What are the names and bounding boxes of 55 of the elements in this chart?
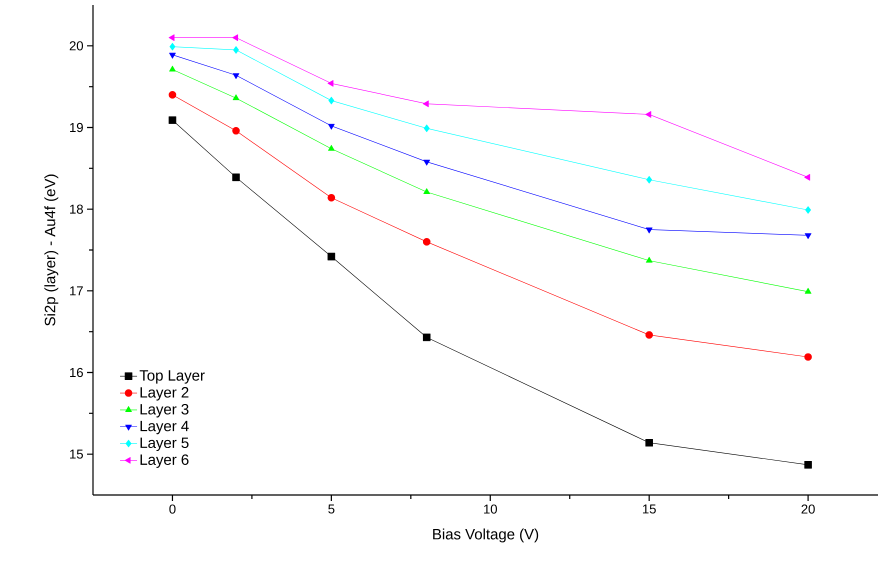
point bbox=[169, 52, 176, 59]
y-tick-label: 17 bbox=[70, 286, 83, 296]
point bbox=[646, 256, 653, 263]
point bbox=[170, 42, 176, 50]
point bbox=[168, 116, 176, 124]
point bbox=[328, 144, 335, 151]
point bbox=[168, 91, 176, 99]
legend-label: Layer 5 bbox=[140, 438, 189, 452]
legend-label: Layer 4 bbox=[140, 420, 189, 434]
point bbox=[232, 94, 240, 100]
legend-label: Top Layer bbox=[140, 370, 205, 384]
y-tick-label: 19 bbox=[70, 122, 83, 132]
x-tick-label: 0 bbox=[169, 504, 176, 514]
point bbox=[232, 73, 240, 80]
point bbox=[232, 34, 238, 41]
x-axis-title: Bias Voltage (V) bbox=[433, 528, 538, 542]
point bbox=[233, 46, 239, 54]
point bbox=[804, 233, 812, 240]
y-tick-label: 16 bbox=[70, 368, 83, 378]
point bbox=[328, 80, 334, 87]
point bbox=[328, 124, 335, 130]
y-tick-label: 18 bbox=[70, 204, 83, 214]
point bbox=[422, 100, 429, 108]
point bbox=[232, 126, 240, 135]
point bbox=[804, 288, 812, 294]
point bbox=[645, 438, 653, 447]
point bbox=[423, 188, 430, 194]
point bbox=[423, 160, 430, 166]
x-tick-label: 5 bbox=[328, 504, 334, 514]
y-tick-label: 15 bbox=[70, 450, 83, 459]
point bbox=[645, 111, 652, 118]
legend-label: Layer 6 bbox=[140, 454, 189, 468]
point bbox=[805, 206, 812, 214]
point bbox=[804, 174, 810, 181]
point bbox=[232, 174, 240, 182]
legend-label: Layer 2 bbox=[140, 387, 188, 401]
x-tick-label: 20 bbox=[802, 504, 815, 514]
point bbox=[422, 238, 430, 246]
point bbox=[168, 34, 174, 41]
point bbox=[169, 66, 176, 72]
point bbox=[424, 124, 430, 132]
point bbox=[328, 96, 334, 104]
y-tick-label: 20 bbox=[70, 41, 83, 50]
point bbox=[646, 176, 652, 184]
point bbox=[645, 331, 653, 339]
x-tick-label: 15 bbox=[642, 504, 656, 514]
point bbox=[328, 252, 336, 260]
legend-label: Layer 3 bbox=[140, 404, 189, 418]
point bbox=[328, 194, 336, 202]
point bbox=[804, 460, 812, 469]
x-tick-label: 10 bbox=[484, 504, 497, 514]
y-axis-title: Si2p (layer) - Au4f (eV) bbox=[44, 174, 58, 326]
point bbox=[646, 228, 653, 234]
point bbox=[422, 334, 430, 342]
point bbox=[804, 353, 812, 361]
